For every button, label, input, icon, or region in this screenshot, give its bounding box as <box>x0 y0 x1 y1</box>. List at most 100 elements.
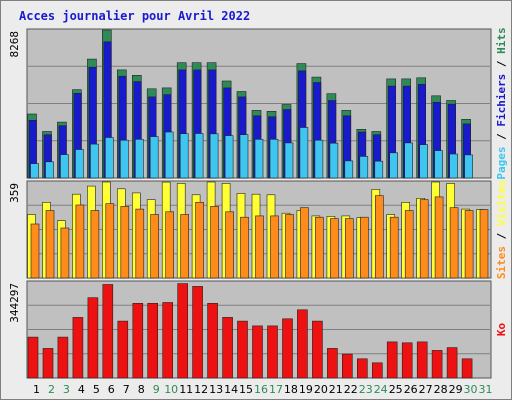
bar-hits-pages-12 <box>194 133 204 179</box>
legend-item-hits-2: Fichiers <box>495 74 508 127</box>
bar-hits-pages-26 <box>404 142 414 179</box>
day-label-11: 11 <box>179 383 193 396</box>
day-label-4: 4 <box>78 383 85 396</box>
bar-hits-pages-2 <box>45 161 54 179</box>
bar-visits-sites-4 <box>75 204 85 279</box>
bar-hits-pages-14 <box>224 135 234 179</box>
legend-item-visits-2: Visites <box>495 180 508 226</box>
chart-title: Acces journalier pour Avril 2022 <box>19 9 250 23</box>
day-label-1: 1 <box>33 383 40 396</box>
bar-kbytes-ko-22 <box>341 353 353 379</box>
panel-kbytes-legend: Ko <box>495 323 508 337</box>
bar-visits-sites-28 <box>434 196 444 279</box>
bar-hits-pages-8 <box>135 139 144 179</box>
bar-hits-pages-29 <box>449 153 458 179</box>
panel-visits: 359 Sites / Visites <box>8 180 508 279</box>
legend-item-visits-0: Sites <box>495 246 508 279</box>
panel-hits-max-label: 8268 <box>8 31 21 58</box>
bar-visits-sites-1 <box>30 223 40 279</box>
bar-visits-sites-12 <box>195 202 204 279</box>
bar-hits-pages-3 <box>60 154 69 179</box>
legend-item-visits-1: / <box>495 226 508 246</box>
bar-kbytes-ko-3 <box>57 336 69 379</box>
bar-hits-pages-28 <box>434 150 443 179</box>
bar-hits-pages-4 <box>75 149 84 179</box>
day-label-19: 19 <box>299 383 313 396</box>
day-label-27: 27 <box>419 383 433 396</box>
bar-visits-sites-5 <box>90 210 100 279</box>
bar-visits-sites-2 <box>45 210 55 279</box>
bar-visits-sites-17 <box>270 215 279 279</box>
bar-hits-pages-7 <box>120 139 129 179</box>
bar-kbytes-ko-26 <box>401 342 413 379</box>
day-label-15: 15 <box>239 383 253 396</box>
bar-hits-pages-18 <box>284 142 294 179</box>
bar-kbytes-ko-24 <box>371 362 383 379</box>
day-label-21: 21 <box>329 383 343 396</box>
bar-kbytes-ko-6 <box>102 284 114 379</box>
bar-kbytes-ko-28 <box>431 350 443 379</box>
bar-visits-sites-27 <box>419 199 429 279</box>
bar-kbytes-ko-16 <box>252 325 263 379</box>
bar-kbytes-ko-7 <box>117 320 129 379</box>
bar-hits-pages-30 <box>464 154 473 179</box>
bar-visits-sites-30 <box>464 210 474 279</box>
bar-visits-sites-23 <box>359 216 369 279</box>
bar-kbytes-ko-2 <box>42 348 54 379</box>
bar-kbytes-ko-21 <box>327 348 338 379</box>
day-label-6: 6 <box>108 383 115 396</box>
day-label-8: 8 <box>138 383 145 396</box>
chart-panels: 8268 Pages / Fichiers / Hits 359 Sites / Vi… <box>8 27 508 379</box>
bar-kbytes-ko-17 <box>267 325 278 379</box>
bar-kbytes-ko-4 <box>72 317 84 379</box>
day-label-3: 3 <box>63 383 70 396</box>
legend-item-kbytes-0: Ko <box>495 323 508 337</box>
legend-item-hits-3: / <box>495 54 508 74</box>
bar-visits-sites-13 <box>210 206 219 279</box>
bar-hits-pages-25 <box>389 152 399 179</box>
day-labels: 1 2 3 4 5 6 7 8 9 10 11 12 13 14 15 16 17 18 19 20 21 22 23 24 2… <box>33 383 493 396</box>
day-label-18: 18 <box>284 383 298 396</box>
bar-hits-pages-16 <box>254 139 264 179</box>
bar-hits-pages-13 <box>209 133 219 179</box>
bar-kbytes-ko-12 <box>192 286 203 379</box>
bar-kbytes-ko-18 <box>282 318 293 379</box>
bar-visits-sites-14 <box>225 211 234 279</box>
bar-visits-sites-29 <box>449 207 459 279</box>
bar-kbytes-ko-9 <box>147 302 158 379</box>
bar-hits-pages-19 <box>299 127 309 179</box>
day-label-23: 23 <box>359 383 373 396</box>
day-label-14: 14 <box>224 383 238 396</box>
bar-hits-pages-15 <box>239 134 249 179</box>
bar-hits-pages-11 <box>179 133 189 179</box>
day-label-10: 10 <box>164 383 178 396</box>
day-label-5: 5 <box>93 383 100 396</box>
bar-hits-pages-9 <box>149 136 159 179</box>
day-label-13: 13 <box>209 383 223 396</box>
bar-kbytes-ko-14 <box>222 317 233 379</box>
bar-hits-pages-24 <box>374 160 384 179</box>
day-label-20: 20 <box>314 383 328 396</box>
bar-hits-pages-27 <box>419 144 429 179</box>
bar-visits-sites-25 <box>389 216 399 279</box>
day-label-30: 30 <box>464 383 478 396</box>
day-label-7: 7 <box>123 383 130 396</box>
panel-kbytes-max-label: 344297 <box>8 283 21 323</box>
day-label-25: 25 <box>389 383 403 396</box>
day-label-24: 24 <box>374 383 388 396</box>
bar-visits-sites-16 <box>255 215 264 279</box>
panel-visits-max-label: 359 <box>8 183 21 203</box>
panel-kbytes: 344297 Ko <box>8 280 508 379</box>
panel-hits: 8268 Pages / Fichiers / Hits <box>8 27 508 179</box>
bar-kbytes-ko-19 <box>297 309 308 379</box>
bar-kbytes-ko-15 <box>237 320 248 379</box>
legend-item-hits-1: / <box>495 127 508 147</box>
bar-kbytes-ko-25 <box>386 341 398 379</box>
bar-hits-pages-21 <box>329 142 339 179</box>
bar-kbytes-ko-29 <box>446 347 458 379</box>
bar-hits-pages-6 <box>105 137 114 179</box>
bar-hits-pages-10 <box>164 131 174 179</box>
day-label-29: 29 <box>449 383 463 396</box>
